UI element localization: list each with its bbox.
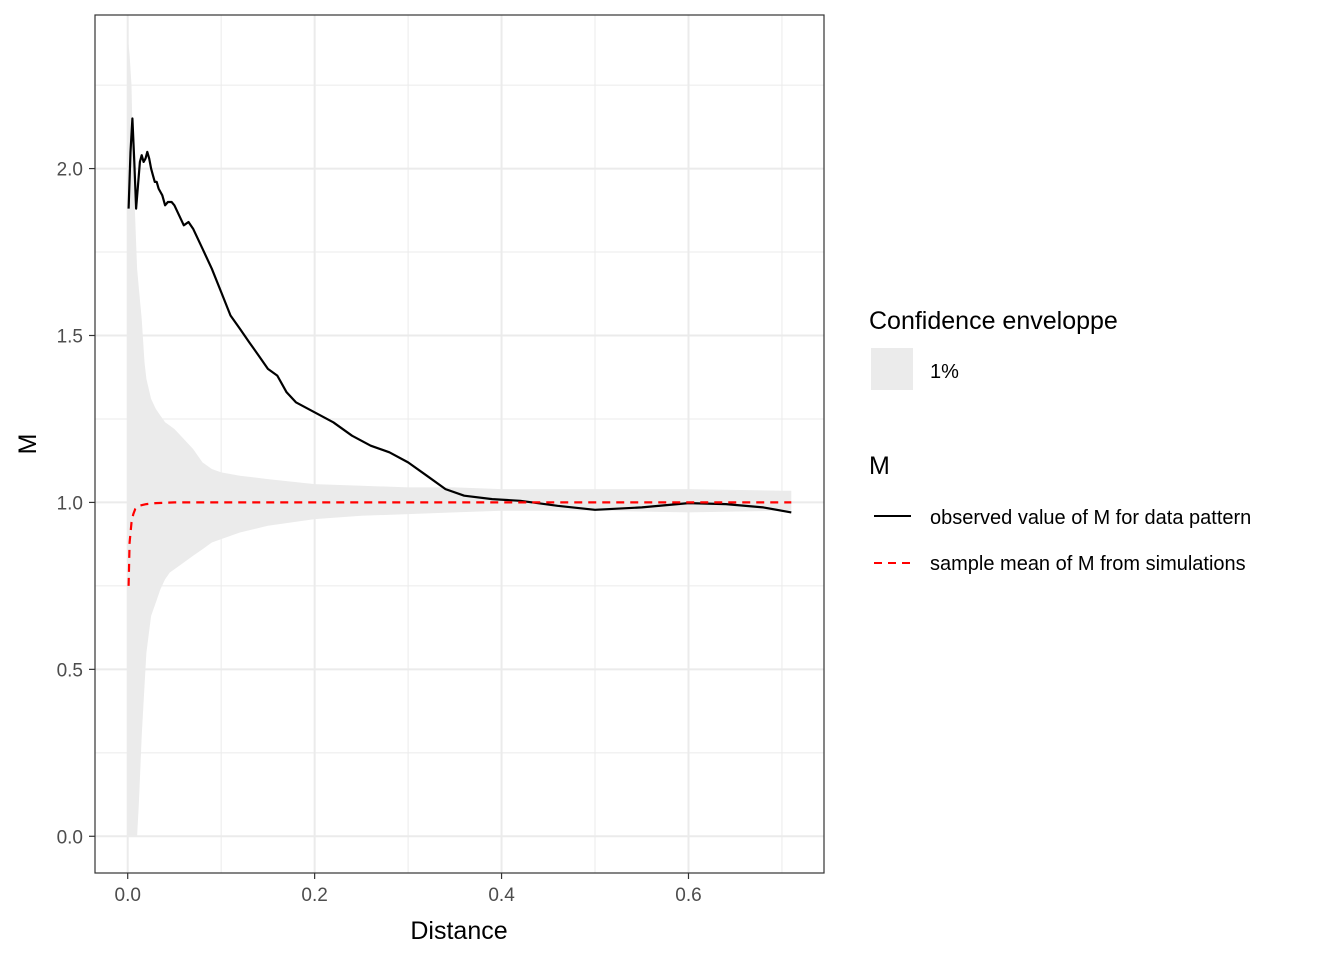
legend-envelope-key [871,348,913,390]
legend-label-observed: observed value of M for data pattern [930,507,1251,529]
series-line-observed [127,117,792,514]
x-axis: 0.0 0.2 0.4 0.6 [115,873,702,906]
x-tick-label: 0.6 [675,885,701,906]
y-axis: 0.0 0.5 1.0 1.5 2.0 [57,160,95,848]
x-tick-label: 0.4 [488,885,515,906]
legend-envelope-title: Confidence enveloppe [869,307,1118,335]
legend-label-mean: sample mean of M from simulations [930,553,1246,575]
y-tick-label: 2.0 [57,160,83,181]
x-tick-label: 0.0 [115,885,141,906]
x-axis-title: Distance [410,917,507,945]
panel-background [95,15,824,873]
y-tick-label: 1.0 [57,493,83,514]
legend-series-title: M [869,452,890,480]
y-tick-label: 0.0 [57,827,83,848]
y-tick-label: 0.5 [57,660,83,681]
y-tick-label: 1.5 [57,326,83,347]
y-axis-title: M [14,434,42,455]
legend-envelope-label: 1% [930,361,959,383]
panel-border [94,14,825,874]
x-tick-label: 0.2 [301,885,327,906]
plot-panel [94,14,825,874]
series-layer [127,117,792,586]
grid-minor [95,15,824,873]
legend: Confidence enveloppe 1% M observed value… [869,307,1251,575]
